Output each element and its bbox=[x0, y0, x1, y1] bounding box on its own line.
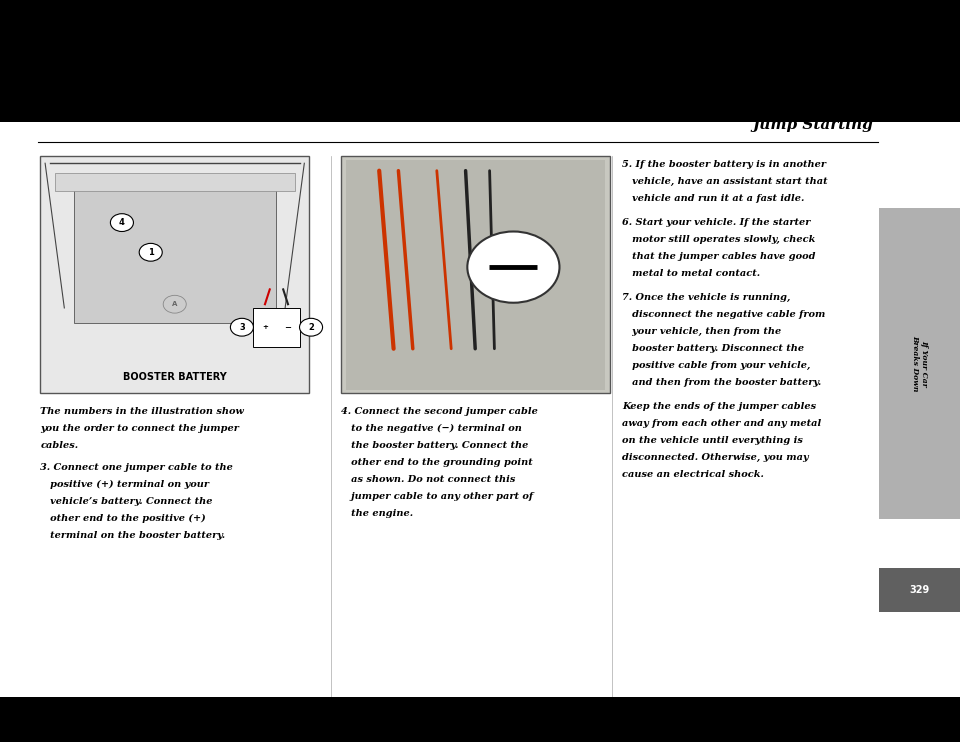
Text: metal to metal contact.: metal to metal contact. bbox=[622, 269, 760, 278]
Text: other end to the grounding point: other end to the grounding point bbox=[341, 458, 533, 467]
Text: 329: 329 bbox=[909, 585, 930, 595]
Bar bbox=[346, 160, 605, 390]
Text: positive cable from your vehicle,: positive cable from your vehicle, bbox=[622, 361, 810, 370]
Text: −: − bbox=[284, 323, 292, 332]
Text: +: + bbox=[262, 324, 268, 330]
Text: terminal on the booster battery.: terminal on the booster battery. bbox=[40, 531, 226, 540]
Circle shape bbox=[110, 214, 133, 232]
Bar bbox=[0, 697, 960, 742]
Text: to the negative (−) terminal on: to the negative (−) terminal on bbox=[341, 424, 521, 433]
Text: 4: 4 bbox=[119, 218, 125, 227]
Bar bbox=[879, 208, 960, 519]
Bar bbox=[253, 308, 300, 347]
Text: If Your Car
Breaks Down: If Your Car Breaks Down bbox=[911, 335, 928, 392]
Circle shape bbox=[230, 318, 253, 336]
Text: motor still operates slowly, check: motor still operates slowly, check bbox=[622, 234, 815, 243]
Text: the booster battery. Connect the: the booster battery. Connect the bbox=[341, 441, 528, 450]
Text: 5. If the booster battery is in another: 5. If the booster battery is in another bbox=[622, 160, 826, 168]
Text: carmanualsonline.info: carmanualsonline.info bbox=[411, 717, 549, 730]
Text: jumper cable to any other part of: jumper cable to any other part of bbox=[341, 492, 533, 501]
Bar bbox=[341, 156, 610, 393]
Text: your vehicle, then from the: your vehicle, then from the bbox=[622, 326, 781, 336]
Text: The numbers in the illustration show: The numbers in the illustration show bbox=[40, 407, 244, 416]
Text: vehicle, have an assistant start that: vehicle, have an assistant start that bbox=[622, 177, 828, 186]
Text: 1: 1 bbox=[148, 248, 154, 257]
Text: and then from the booster battery.: and then from the booster battery. bbox=[622, 378, 822, 387]
Text: that the jumper cables have good: that the jumper cables have good bbox=[622, 252, 816, 260]
Text: other end to the positive (+): other end to the positive (+) bbox=[40, 514, 206, 523]
Circle shape bbox=[139, 243, 162, 261]
Circle shape bbox=[468, 232, 560, 303]
Text: vehicle and run it at a fast idle.: vehicle and run it at a fast idle. bbox=[622, 194, 804, 203]
Text: away from each other and any metal: away from each other and any metal bbox=[622, 419, 822, 428]
Bar bbox=[74, 177, 276, 323]
Text: cables.: cables. bbox=[40, 441, 79, 450]
Text: disconnect the negative cable from: disconnect the negative cable from bbox=[622, 309, 826, 319]
Text: 3. Connect one jumper cable to the: 3. Connect one jumper cable to the bbox=[40, 463, 233, 472]
Text: 3: 3 bbox=[239, 323, 245, 332]
Text: cause an electrical shock.: cause an electrical shock. bbox=[622, 470, 764, 479]
Text: the engine.: the engine. bbox=[341, 509, 413, 518]
Text: disconnected. Otherwise, you may: disconnected. Otherwise, you may bbox=[622, 453, 808, 462]
Circle shape bbox=[300, 318, 323, 336]
Text: 6. Start your vehicle. If the starter: 6. Start your vehicle. If the starter bbox=[622, 217, 810, 226]
Text: A: A bbox=[172, 301, 178, 307]
Text: as shown. Do not connect this: as shown. Do not connect this bbox=[341, 475, 516, 484]
Circle shape bbox=[163, 295, 186, 313]
Bar bbox=[0, 0, 960, 122]
Bar bbox=[55, 173, 295, 191]
Bar bbox=[40, 156, 309, 393]
Text: vehicle’s battery. Connect the: vehicle’s battery. Connect the bbox=[40, 497, 213, 506]
Text: Jump Starting: Jump Starting bbox=[753, 118, 874, 132]
Text: BOOSTER BATTERY: BOOSTER BATTERY bbox=[123, 372, 227, 382]
Text: booster battery. Disconnect the: booster battery. Disconnect the bbox=[622, 344, 804, 353]
Text: positive (+) terminal on your: positive (+) terminal on your bbox=[40, 480, 209, 489]
Text: Keep the ends of the jumper cables: Keep the ends of the jumper cables bbox=[622, 402, 816, 411]
Text: you the order to connect the jumper: you the order to connect the jumper bbox=[40, 424, 239, 433]
Text: 4. Connect the second jumper cable: 4. Connect the second jumper cable bbox=[341, 407, 538, 416]
Bar bbox=[879, 568, 960, 612]
Text: on the vehicle until everything is: on the vehicle until everything is bbox=[622, 436, 803, 445]
Text: 2: 2 bbox=[308, 323, 314, 332]
Text: 7. Once the vehicle is running,: 7. Once the vehicle is running, bbox=[622, 292, 790, 302]
